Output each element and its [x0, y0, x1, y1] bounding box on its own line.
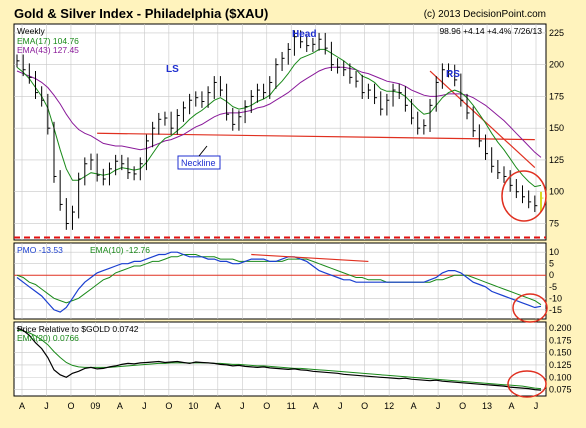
price-quote: 98.96 +4.14 +4.4% 7/26/13	[439, 26, 542, 36]
pmo-line	[16, 251, 542, 313]
x-tick-label: A	[215, 401, 221, 411]
y-tick-label: 225	[549, 28, 564, 38]
period-label: Weekly	[17, 26, 45, 36]
y-tick-label: 175	[549, 91, 564, 101]
x-tick-label: A	[411, 401, 417, 411]
neckline-pointer	[198, 145, 208, 157]
x-tick-label: A	[19, 401, 25, 411]
relative-series-group	[16, 327, 542, 391]
price-highlight-circle	[501, 170, 547, 222]
x-tick-label: O	[165, 401, 172, 411]
ema43-line	[16, 66, 542, 158]
y-tick-label: 100	[549, 187, 564, 197]
y-tick-label: 125	[549, 155, 564, 165]
x-tick-label: O	[263, 401, 270, 411]
head-label: Head	[292, 29, 316, 40]
relative-legend: Price Relative to $GOLD 0.0742	[17, 324, 139, 334]
x-tick-label: 10	[188, 401, 198, 411]
x-tick-label: 12	[384, 401, 394, 411]
x-tick-label: J	[534, 401, 539, 411]
copyright-text: (c) 2013 DecisionPoint.com	[424, 9, 546, 20]
price-series-group	[14, 30, 546, 239]
x-tick-label: A	[117, 401, 123, 411]
pmo-ema-legend: EMA(10) -12.76	[90, 245, 150, 255]
x-tick-label: J	[142, 401, 147, 411]
ema43-legend: EMA(43) 127.45	[17, 45, 79, 55]
price-panel	[13, 23, 547, 241]
chart-title: Gold & Silver Index - Philadelphia ($XAU…	[14, 6, 268, 21]
y-tick-label: 0.100	[549, 372, 572, 382]
x-tick-label: O	[67, 401, 74, 411]
relative-ratio-line	[16, 327, 542, 391]
ema17-line	[16, 48, 542, 188]
relative-ema-legend: EMA(20) 0.0766	[17, 333, 79, 343]
pmo-series-group	[14, 251, 546, 313]
x-tick-label: O	[361, 401, 368, 411]
x-tick-label: 11	[287, 401, 296, 411]
y-tick-label: 10	[549, 247, 559, 257]
y-tick-label: 5	[549, 259, 554, 269]
y-tick-label: 0	[549, 270, 554, 280]
relative-highlight-circle	[507, 370, 547, 398]
y-tick-label: -15	[549, 305, 562, 315]
neckline	[97, 132, 535, 141]
pmo-legend: PMO -13.53	[17, 245, 63, 255]
relative-y-ticks: 0.200 0.175 0.150 0.125 0.100 0.075	[549, 323, 572, 395]
relative-ema20-line	[16, 329, 542, 390]
y-tick-label: 0.200	[549, 323, 572, 333]
ls-label: LS	[166, 64, 179, 75]
y-tick-label: 0.175	[549, 335, 572, 345]
x-tick-label: 09	[90, 401, 100, 411]
price-annotations: LS Head RS Neckline	[166, 29, 460, 170]
x-tick-label: J	[338, 401, 343, 411]
x-tick-label: A	[313, 401, 319, 411]
pmo-y-ticks: 10 50 -5-10 -15	[549, 247, 562, 315]
y-tick-label: -5	[549, 282, 557, 292]
x-tick-label: 13	[482, 401, 492, 411]
rs-label: RS	[446, 69, 460, 80]
ema17-legend: EMA(17) 104.76	[17, 36, 79, 46]
neckline-label: Neckline	[181, 158, 216, 168]
pmo-ema10-line	[16, 254, 542, 306]
pmo-trendline	[251, 253, 369, 263]
x-tick-label: A	[509, 401, 515, 411]
y-tick-label: 150	[549, 123, 564, 133]
x-tick-label: J	[240, 401, 245, 411]
x-tick-label: J	[436, 401, 441, 411]
y-tick-label: 0.150	[549, 348, 572, 358]
x-tick-label: J	[44, 401, 49, 411]
y-tick-label: -10	[549, 293, 562, 303]
y-tick-label: 0.125	[549, 360, 572, 370]
x-axis-ticks: A J O 09 A J O 10 A J O 11 A J O 12 A J O 13 A J	[19, 401, 538, 411]
y-tick-label: 200	[549, 60, 564, 70]
x-tick-label: O	[459, 401, 466, 411]
y-tick-label: 75	[549, 218, 559, 228]
pmo-highlight-circle	[512, 293, 548, 323]
relative-panel	[13, 321, 547, 397]
y-tick-label: 0.075	[549, 385, 572, 395]
price-y-ticks: 225 200 175 150 125 100 75	[549, 28, 564, 229]
